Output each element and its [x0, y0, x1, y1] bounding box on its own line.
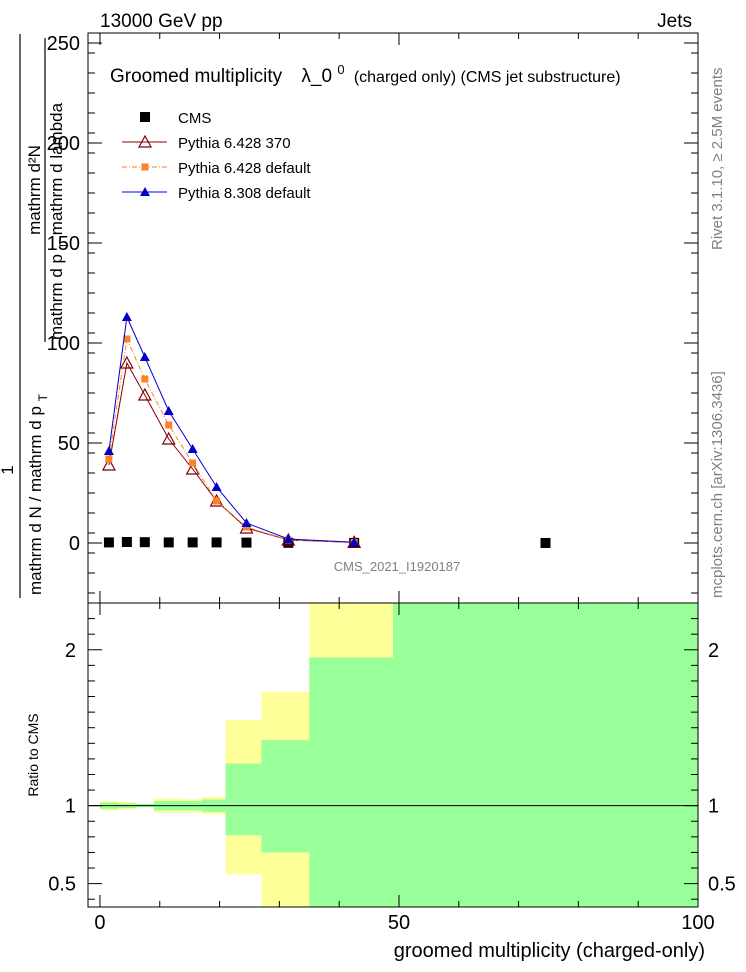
series-line: [108, 315, 355, 543]
series-1: [101, 355, 362, 549]
data-point: [121, 537, 132, 547]
xtick-label: 50: [388, 912, 410, 934]
main-ytick-label: 150: [47, 233, 80, 255]
ratio-band-stat: [393, 603, 698, 907]
series-line: [108, 337, 355, 543]
xtick-label: 0: [94, 912, 105, 934]
ratio-panel: 0.5 0.5 1 1 2 2 0 50 100 Ratio to CMS groomed m…: [25, 602, 736, 962]
data-point: [283, 534, 294, 543]
data-point: [211, 482, 222, 491]
ylabel-den-2-sub: T: [57, 241, 71, 249]
ratio-band-stat: [261, 740, 310, 853]
data-point: [187, 444, 198, 453]
plot-title-sup: 0: [337, 62, 344, 77]
data-point: [211, 537, 222, 548]
data-point: [137, 387, 152, 401]
ylabel-num-1: 1: [0, 465, 17, 474]
legend-label: Pythia 8.308 default: [178, 185, 311, 202]
data-point: [139, 537, 150, 548]
main-panel: 0 50 100 150 200 250 Groomed multiplicity λ_0…: [0, 32, 699, 604]
ylabel-den-2-tail: mathrm d lambda: [47, 102, 66, 235]
legend-label: CMS: [178, 110, 211, 127]
ratio-bands: [99, 603, 698, 907]
data-point: [213, 497, 221, 505]
header-left: 13000 GeV pp: [100, 11, 223, 32]
ylabel-den-2-text: mathrm d p: [47, 254, 66, 340]
data-point: [163, 537, 174, 548]
data-point: [140, 187, 150, 196]
main-ytick-label: 100: [47, 333, 80, 355]
plot-title: Groomed multiplicity λ_0 0 (charged only…: [110, 58, 621, 87]
data-point: [141, 375, 149, 383]
ratio-ytick-label: 1: [65, 796, 76, 818]
ratio-y-axis: 0.5 0.5 1 1 2 2: [48, 618, 736, 900]
data-point: [137, 134, 153, 148]
data-point: [187, 537, 198, 548]
series-3: [103, 312, 360, 547]
ylabel-den-1-sub: T: [36, 393, 50, 401]
data-point: [185, 461, 200, 475]
series-0: [103, 537, 551, 548]
ylabel-den-1-text: mathrm d N / mathrm d p: [26, 406, 45, 595]
ratio-ytick-label: 0.5: [48, 874, 76, 896]
data-point: [101, 457, 116, 471]
legend-label: Pythia 6.428 default: [178, 160, 311, 177]
data-point: [161, 431, 176, 445]
main-series: [101, 312, 551, 549]
data-point: [123, 335, 131, 343]
ratio-ytick-label-right: 0.5: [708, 874, 736, 896]
ratio-band-stat: [225, 763, 262, 836]
data-point: [163, 406, 174, 415]
data-point: [241, 518, 252, 527]
data-point: [349, 537, 360, 547]
data-point: [140, 112, 150, 122]
x-axis-label: groomed multiplicity (charged-only): [394, 940, 705, 962]
data-point: [139, 352, 150, 361]
legend: CMS Pythia 6.428 370 Pythia 6.428 default P…: [122, 110, 311, 202]
main-y-axis: 0 50 100 150 200 250: [47, 33, 699, 603]
main-ytick-label: 250: [47, 33, 80, 55]
ylabel-den-1: mathrm d N / mathrm d p T: [26, 393, 50, 595]
data-point: [165, 421, 173, 429]
data-point: [189, 459, 197, 467]
ratio-frame: [87, 602, 699, 908]
data-point: [241, 537, 252, 548]
series-line: [108, 361, 355, 543]
plot-title-tail: (charged only) (CMS jet substructure): [354, 69, 621, 86]
ylabel-num-2: mathrm d²N: [25, 145, 44, 235]
main-ytick-label: 50: [58, 433, 80, 455]
data-point: [105, 455, 113, 463]
ratio-y-label: Ratio to CMS: [25, 713, 41, 796]
main-ytick-label: 200: [47, 133, 80, 155]
ylabel-den-2: mathrm d p T mathrm d lambda: [47, 102, 72, 340]
data-point: [121, 312, 132, 321]
plot-title-lambda: λ_0: [301, 66, 332, 87]
main-ytick-label: 0: [69, 533, 80, 555]
header-right: Jets: [657, 11, 692, 32]
data-point: [141, 163, 149, 171]
data-point: [103, 446, 114, 455]
mcplots-label: mcplots.cern.ch [arXiv:1306.3436]: [709, 371, 726, 598]
data-point: [540, 537, 551, 548]
xtick-label: 100: [681, 912, 714, 934]
data-point: [103, 537, 114, 548]
main-y-label: 1 mathrm d N / mathrm d p T mathrm d²N m…: [0, 34, 72, 598]
rivet-label: Rivet 3.1.10, ≥ 2.5M events: [709, 68, 726, 251]
ratio-x-axis: 0 50 100: [94, 603, 715, 934]
ratio-ytick-label-right: 1: [708, 796, 719, 818]
legend-label: Pythia 6.428 370: [178, 135, 291, 152]
ratio-band-stat: [309, 657, 393, 907]
watermark: CMS_2021_I1920187: [334, 559, 461, 574]
data-point: [119, 355, 134, 369]
plot-title-main: Groomed multiplicity: [110, 66, 283, 87]
ratio-ytick-label-right: 2: [708, 640, 719, 662]
ratio-ytick-label: 2: [65, 640, 76, 662]
